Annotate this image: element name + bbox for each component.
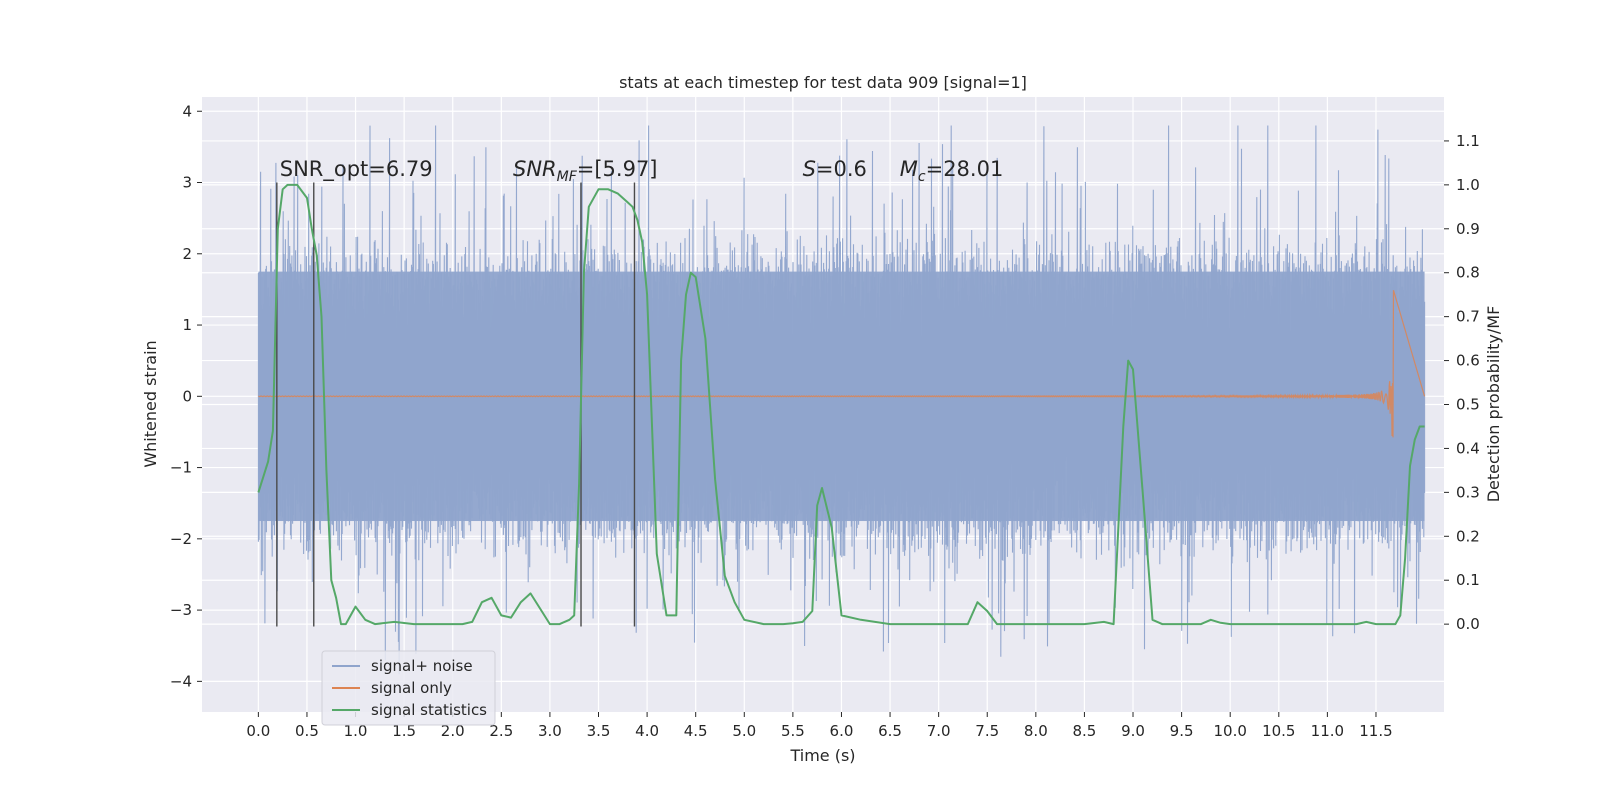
y2-axis-ticks: 0.0 0.1 0.2 0.3 0.4 0.5 0.6 0.7 0.8 0.9 1.0 1.1 bbox=[1444, 132, 1480, 633]
x-tick-label: 6.0 bbox=[830, 722, 854, 740]
y2-tick-label: 0.2 bbox=[1456, 527, 1480, 545]
annotation-text: Mc=28.01 bbox=[900, 157, 1004, 185]
annotations: SNR_opt=6.79 SNRMF=[5.97] S=0.6 Mc=28.01 bbox=[280, 157, 1004, 185]
x-tick-label: 0.5 bbox=[295, 722, 319, 740]
x-tick-label: 4.5 bbox=[684, 722, 708, 740]
y-tick-label: 0 bbox=[182, 387, 192, 405]
y-axis-label: Whitened strain bbox=[141, 340, 160, 467]
x-tick-label: 5.0 bbox=[732, 722, 756, 740]
y-tick-label: −1 bbox=[170, 459, 192, 477]
y2-tick-label: 0.4 bbox=[1456, 439, 1480, 457]
x-tick-label: 8.0 bbox=[1024, 722, 1048, 740]
x-tick-label: 7.0 bbox=[927, 722, 951, 740]
y-tick-label: 3 bbox=[182, 174, 192, 192]
x-tick-label: 9.5 bbox=[1170, 722, 1194, 740]
x-tick-label: 2.0 bbox=[441, 722, 465, 740]
y-tick-label: 4 bbox=[182, 102, 192, 120]
y2-tick-label: 0.3 bbox=[1456, 483, 1480, 501]
x-tick-label: 3.5 bbox=[587, 722, 611, 740]
y-tick-label: −2 bbox=[170, 530, 192, 548]
y2-axis-label: Detection probability/MF bbox=[1484, 306, 1503, 503]
x-tick-label: 7.5 bbox=[975, 722, 999, 740]
y2-tick-label: 0.1 bbox=[1456, 571, 1480, 589]
x-axis-ticks: 0.0 0.5 1.0 1.5 2.0 2.5 3.0 3.5 4.0 4.5 5.0 5.5 6.0 6… bbox=[246, 712, 1393, 740]
x-tick-label: 10.0 bbox=[1213, 722, 1246, 740]
y2-tick-label: 1.1 bbox=[1456, 132, 1480, 150]
x-tick-label: 11.5 bbox=[1359, 722, 1392, 740]
y-tick-label: −4 bbox=[170, 672, 192, 690]
x-tick-label: 1.5 bbox=[392, 722, 416, 740]
y2-tick-label: 0.6 bbox=[1456, 352, 1480, 370]
series-signal-statistics bbox=[257, 183, 1425, 626]
y2-tick-label: 0.8 bbox=[1456, 264, 1480, 282]
legend-label: signal+ noise bbox=[371, 657, 473, 675]
y2-tick-label: 0.7 bbox=[1456, 308, 1480, 326]
legend-box bbox=[321, 650, 496, 726]
x-tick-label: 0.0 bbox=[246, 722, 270, 740]
y-axis-ticks: −4 −3 −2 −1 0 1 2 3 4 bbox=[170, 102, 202, 690]
y2-tick-label: 1.0 bbox=[1456, 176, 1480, 194]
x-tick-label: 6.5 bbox=[878, 722, 902, 740]
x-tick-label: 3.0 bbox=[538, 722, 562, 740]
legend: signal+ noise signal only signal statistic… bbox=[321, 650, 496, 726]
x-axis-label: Time (s) bbox=[789, 746, 855, 765]
signal-trace bbox=[258, 290, 1426, 438]
x-tick-label: 4.0 bbox=[635, 722, 659, 740]
x-tick-label: 5.5 bbox=[781, 722, 805, 740]
annotation-text: SNR_opt=6.79 bbox=[280, 157, 433, 182]
x-tick-label: 11.0 bbox=[1311, 722, 1344, 740]
x-tick-label: 2.5 bbox=[489, 722, 513, 740]
legend-label: signal statistics bbox=[371, 701, 487, 719]
x-tick-label: 1.0 bbox=[344, 722, 368, 740]
x-tick-label: 8.5 bbox=[1072, 722, 1096, 740]
chart-title: stats at each timestep for test data 909… bbox=[619, 73, 1027, 92]
y2-tick-label: 0.9 bbox=[1456, 220, 1480, 238]
x-tick-label: 9.0 bbox=[1121, 722, 1145, 740]
y-tick-label: 2 bbox=[182, 245, 192, 263]
annotation-text: SNRMF=[5.97] bbox=[513, 157, 658, 185]
x-tick-label: 10.5 bbox=[1262, 722, 1295, 740]
annotation-text: S=0.6 bbox=[803, 157, 867, 181]
stats-trace bbox=[257, 183, 1425, 626]
series-signal-only bbox=[258, 290, 1426, 438]
y2-tick-label: 0.0 bbox=[1456, 615, 1480, 633]
y-tick-label: 1 bbox=[182, 316, 192, 334]
y-tick-label: −3 bbox=[170, 601, 192, 619]
y2-tick-label: 0.5 bbox=[1456, 396, 1480, 414]
legend-label: signal only bbox=[371, 679, 452, 697]
